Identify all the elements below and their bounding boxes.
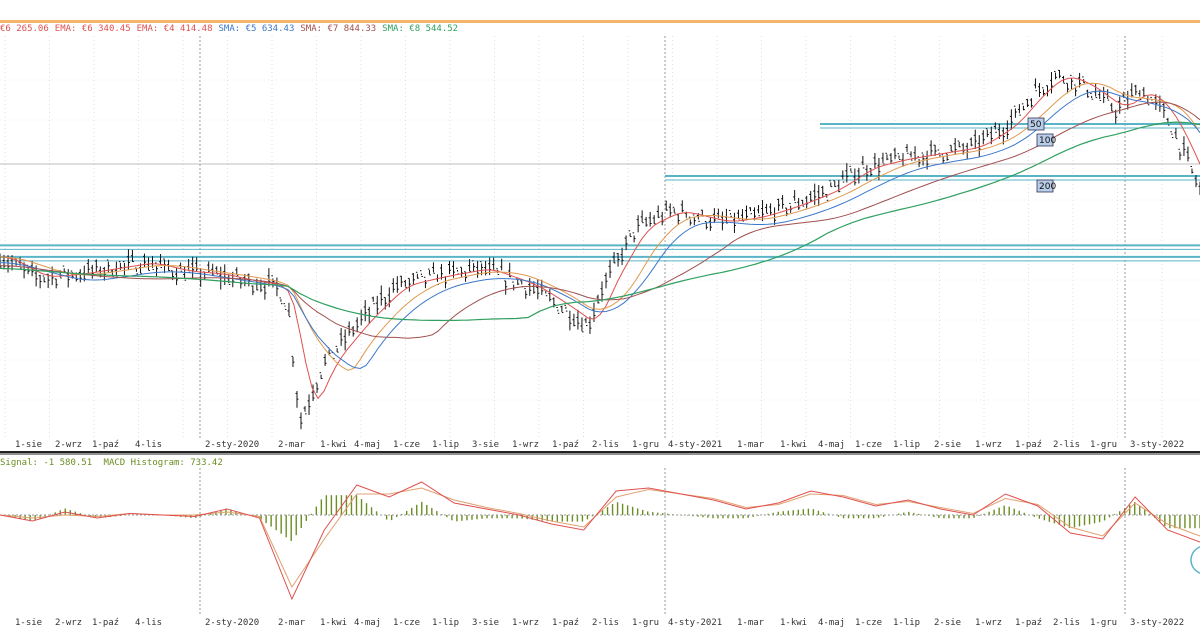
x-tick-top-25: 1-gru — [1090, 440, 1117, 450]
x-tick-bottom-9: 1-lip — [432, 618, 459, 628]
x-tick-top-26: 3-sty-2022 — [1130, 440, 1184, 450]
legend-entry-5: SMA: €8 544.52 — [382, 24, 459, 34]
sma-50-line — [0, 90, 1200, 370]
x-tick-bottom-19: 1-cze — [855, 618, 882, 628]
sma-100-line — [0, 101, 1200, 339]
x-tick-bottom-6: 1-kwi — [320, 618, 347, 628]
top-toolbar — [0, 0, 1200, 23]
x-tick-bottom-8: 1-cze — [393, 618, 420, 628]
x-tick-bottom-10: 3-sie — [472, 618, 499, 628]
x-tick-top-12: 1-paź — [552, 440, 579, 450]
marker-circle — [1190, 546, 1200, 574]
x-tick-bottom-17: 1-kwi — [780, 618, 807, 628]
x-tick-bottom-26: 3-sty-2022 — [1130, 618, 1184, 628]
x-tick-top-20: 1-lip — [893, 440, 920, 450]
x-tick-top-3: 4-lis — [135, 440, 162, 450]
x-tick-bottom-11: 1-wrz — [512, 618, 539, 628]
x-tick-top-10: 3-sie — [472, 440, 499, 450]
x-tick-top-1: 2-wrz — [55, 440, 82, 450]
ma-badge-label-50: 50 — [1030, 120, 1042, 130]
x-tick-top-13: 2-lis — [592, 440, 619, 450]
x-tick-bottom-5: 2-mar — [278, 618, 306, 628]
x-tick-bottom-4: 2-sty-2020 — [205, 618, 259, 628]
x-tick-top-14: 1-gru — [632, 440, 659, 450]
x-tick-top-23: 1-paź — [1015, 440, 1042, 450]
x-tick-bottom-2: 1-paź — [92, 618, 119, 628]
x-tick-top-16: 1-mar — [737, 440, 765, 450]
histogram-value: MACD Histogram: 733.42 — [103, 458, 223, 468]
x-tick-bottom-20: 1-lip — [893, 618, 920, 628]
x-tick-bottom-13: 2-lis — [592, 618, 619, 628]
legend-entry-1: EMA: €6 340.45 — [54, 24, 131, 34]
x-tick-bottom-12: 1-paź — [552, 618, 579, 628]
x-tick-top-22: 1-wrz — [975, 440, 1002, 450]
sma-200-line — [0, 121, 1200, 322]
x-tick-top-19: 1-cze — [855, 440, 882, 450]
legend-entry-2: EMA: €4 414.48 — [136, 24, 213, 34]
macd-line — [0, 481, 1200, 601]
x-tick-top-5: 2-mar — [278, 440, 306, 450]
x-tick-bottom-21: 2-sie — [934, 618, 961, 628]
ma-badge-label-100: 100 — [1039, 136, 1056, 146]
legend-entry-3: SMA: €5 634.43 — [218, 24, 295, 34]
ma-badge-100 — [1036, 133, 1054, 147]
x-tick-top-6: 1-kwi — [320, 440, 347, 450]
x-tick-bottom-7: 4-maj — [354, 618, 381, 628]
legend-entry-4: SMA: €7 844.33 — [300, 24, 377, 34]
indicator-legend: €6 265.06 EMA: €6 340.45 EMA: €4 414.48 SMA… — [0, 24, 464, 34]
x-tick-bottom-16: 1-mar — [737, 618, 765, 628]
x-tick-bottom-24: 2-lis — [1053, 618, 1080, 628]
ema-mid-line — [0, 82, 1200, 371]
x-tick-bottom-3: 4-lis — [135, 618, 162, 628]
x-tick-top-15: 4-sty-2021 — [668, 440, 722, 450]
x-tick-bottom-22: 1-wrz — [975, 618, 1002, 628]
legend-entry-0: €6 265.06 — [0, 24, 49, 34]
x-tick-bottom-25: 1-gru — [1090, 618, 1117, 628]
ma-badge-label-200: 200 — [1039, 182, 1056, 192]
x-tick-top-24: 2-lis — [1053, 440, 1080, 450]
x-tick-bottom-18: 4-maj — [818, 618, 845, 628]
ema-short-line — [0, 77, 1200, 400]
x-tick-bottom-14: 1-gru — [632, 618, 659, 628]
x-tick-bottom-0: 1-sie — [15, 618, 42, 628]
x-tick-top-11: 1-wrz — [512, 440, 539, 450]
x-tick-top-9: 1-lip — [432, 440, 459, 450]
x-tick-top-2: 1-paź — [92, 440, 119, 450]
x-tick-top-7: 4-maj — [354, 440, 381, 450]
x-tick-bottom-15: 4-sty-2021 — [668, 618, 722, 628]
x-tick-top-17: 1-kwi — [780, 440, 807, 450]
x-tick-top-21: 2-sie — [934, 440, 961, 450]
x-tick-bottom-23: 1-paź — [1015, 618, 1042, 628]
signal-line — [0, 487, 1200, 589]
ma-badge-50 — [1027, 117, 1045, 131]
x-tick-top-18: 4-maj — [818, 440, 845, 450]
x-tick-top-8: 1-cze — [393, 440, 420, 450]
macd-legend: Signal: -1 580.51 MACD Histogram: 733.42 — [0, 458, 223, 468]
ma-badge-200 — [1036, 179, 1054, 193]
signal-value: Signal: -1 580.51 — [0, 458, 93, 468]
x-tick-top-4: 2-sty-2020 — [205, 440, 259, 450]
x-tick-bottom-1: 2-wrz — [55, 618, 82, 628]
x-tick-top-0: 1-sie — [15, 440, 42, 450]
